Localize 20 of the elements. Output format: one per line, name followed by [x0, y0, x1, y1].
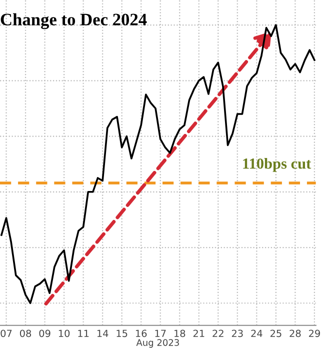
- x-tick-label: 15: [116, 330, 128, 338]
- x-tick-label: 28: [290, 330, 301, 338]
- x-tick-label: 16: [136, 330, 147, 338]
- x-tick-label: 29: [308, 330, 320, 338]
- x-tick-label: 09: [39, 330, 50, 338]
- x-tick-label: 22: [212, 330, 224, 337]
- x-tick-label: 14: [97, 330, 108, 337]
- x-tick-label: 08: [20, 330, 32, 338]
- x-tick-label: 25: [270, 330, 282, 338]
- x-tick-label: 11: [78, 330, 89, 337]
- x-tick-label: 10: [58, 330, 70, 338]
- x-tick-label: 18: [174, 330, 186, 338]
- x-axis-title: Aug 2023: [136, 339, 179, 348]
- x-tick-label: 21: [193, 330, 204, 337]
- chart-title: Change to Dec 2024: [0, 13, 147, 30]
- x-tick-label: 23: [232, 330, 243, 338]
- x-tick-label: 24: [251, 330, 262, 337]
- ref-line-label: 110bps cut: [243, 158, 312, 172]
- x-tick-label: 17: [155, 330, 166, 337]
- x-tick-label: 07: [0, 330, 12, 338]
